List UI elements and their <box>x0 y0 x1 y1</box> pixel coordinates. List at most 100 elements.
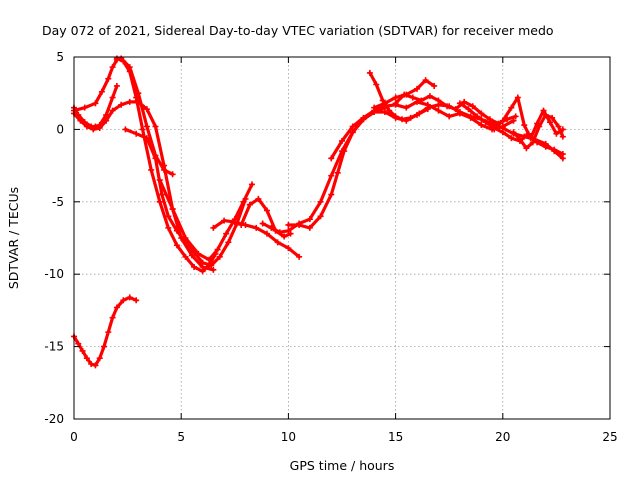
data-point <box>105 329 112 336</box>
data-point <box>126 98 133 105</box>
data-point <box>118 101 125 108</box>
chart-title: Day 072 of 2021, Sidereal Day-to-day VTE… <box>42 23 554 38</box>
data-point <box>525 130 532 137</box>
data-point <box>225 239 232 246</box>
data-point <box>210 266 217 273</box>
data-point <box>478 116 485 123</box>
data-point <box>191 263 198 270</box>
data-point <box>103 117 110 124</box>
data-point <box>133 130 140 137</box>
data-point <box>173 242 180 249</box>
x-axis-label: GPS time / hours <box>290 458 395 473</box>
data-point <box>514 94 521 101</box>
data-point <box>381 100 388 107</box>
data-point <box>510 117 517 124</box>
data-point <box>553 130 560 137</box>
data-point <box>285 227 292 234</box>
data-point <box>75 340 82 347</box>
data-point <box>143 123 150 130</box>
data-point <box>444 103 451 110</box>
data-point <box>334 169 341 176</box>
data-point <box>559 133 566 140</box>
data-point <box>392 94 399 101</box>
data-point <box>126 64 133 71</box>
y-tick-label: -10 <box>44 267 64 281</box>
data-point <box>360 114 367 121</box>
data-point <box>491 126 498 133</box>
data-point <box>559 151 566 158</box>
data-point <box>148 166 155 173</box>
data-point <box>403 104 410 111</box>
data-point <box>508 104 515 111</box>
data-point <box>542 111 549 118</box>
data-point <box>231 219 238 226</box>
data-point <box>210 224 217 231</box>
data-point <box>90 126 97 133</box>
data-point <box>542 143 549 150</box>
data-point <box>152 123 159 130</box>
data-point <box>371 104 378 111</box>
data-point <box>328 191 335 198</box>
data-point <box>195 250 202 257</box>
data-point <box>521 122 528 129</box>
data-point <box>489 120 496 127</box>
data-point <box>120 297 127 304</box>
data-point <box>516 136 523 143</box>
data-point <box>223 230 230 237</box>
data-point <box>81 119 88 126</box>
data-point <box>113 304 120 311</box>
data-point <box>527 135 534 142</box>
data-point <box>469 103 476 110</box>
data-point <box>214 246 221 253</box>
data-point <box>414 85 421 92</box>
data-point <box>133 94 140 101</box>
data-point <box>426 93 433 100</box>
data-point <box>101 343 108 350</box>
data-point <box>366 69 373 76</box>
data-point <box>392 100 399 107</box>
data-point <box>246 201 253 208</box>
plot-frame <box>73 56 611 420</box>
x-tick-label: 5 <box>177 430 185 444</box>
data-point <box>156 177 163 184</box>
data-point <box>122 126 129 133</box>
data-point <box>133 297 140 304</box>
data-point <box>109 107 116 114</box>
data-point <box>98 88 105 95</box>
grid <box>74 57 610 419</box>
data-point <box>158 191 165 198</box>
data-point <box>306 216 313 223</box>
data-point <box>113 82 120 89</box>
data-point <box>317 198 324 205</box>
data-point <box>109 314 116 321</box>
y-tick-label: -20 <box>44 412 64 426</box>
data-point <box>495 120 502 127</box>
data-point <box>478 122 485 129</box>
data-point <box>259 220 266 227</box>
y-tick-label: 0 <box>56 122 64 136</box>
data-point <box>75 111 82 118</box>
data-point <box>461 98 468 105</box>
data-point <box>83 355 90 362</box>
data-point <box>118 55 125 62</box>
data-point <box>551 146 558 153</box>
data-point <box>285 245 292 252</box>
data-point <box>285 221 292 228</box>
data-point <box>414 98 421 105</box>
data-point <box>105 75 112 82</box>
data-point <box>435 97 442 104</box>
x-tick-label: 15 <box>388 430 403 444</box>
data-point <box>248 181 255 188</box>
data-point <box>529 139 536 146</box>
data-point <box>549 114 556 121</box>
data-point <box>263 207 270 214</box>
data-point <box>83 123 90 130</box>
y-tick-label: -5 <box>52 195 64 209</box>
data-point <box>546 119 553 126</box>
data-point <box>103 111 110 118</box>
data-point <box>92 100 99 107</box>
data-point <box>238 221 245 228</box>
data-point <box>240 198 247 205</box>
